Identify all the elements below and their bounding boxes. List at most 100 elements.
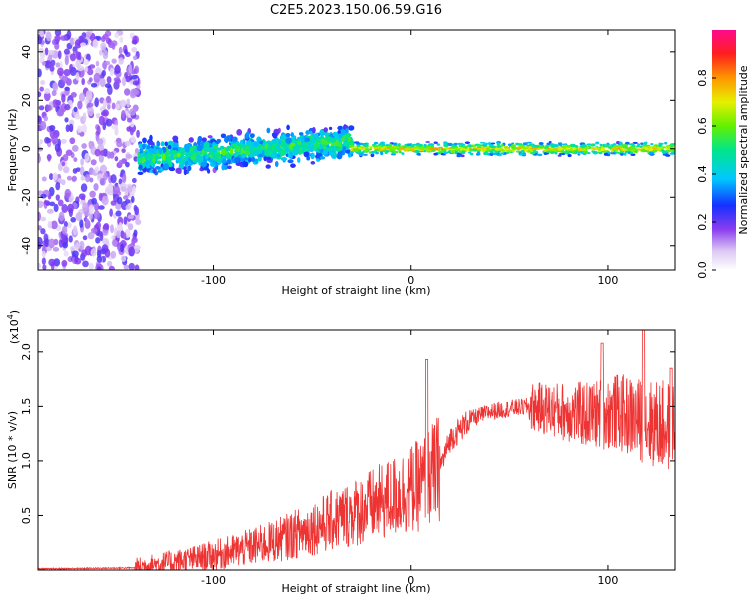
spectrogram-cell xyxy=(86,68,94,76)
spectrogram-cell xyxy=(426,147,430,151)
spectrogram-cell xyxy=(307,142,314,150)
spectrogram-cell xyxy=(425,141,431,143)
spectrogram-cell xyxy=(222,158,226,164)
spectrogram-cell xyxy=(406,143,411,147)
spectrogram-cell xyxy=(38,36,43,45)
spectrogram-cell xyxy=(582,148,587,152)
spectrogram-cell xyxy=(114,32,120,39)
y-tick-label: 0 xyxy=(20,145,33,152)
spectrogram-cell xyxy=(64,104,71,111)
spectrogram-cell xyxy=(105,95,112,104)
spectrogram-cell xyxy=(91,197,97,205)
snr-x-axis-label: Height of straight line (km) xyxy=(281,582,430,595)
spectrogram-cell xyxy=(276,153,281,158)
spectrogram-cell xyxy=(197,155,204,162)
spectrogram-cell xyxy=(543,149,547,152)
spectrogram-cell xyxy=(487,142,492,146)
spectrogram-cell xyxy=(44,47,49,56)
spectrogram-cell xyxy=(257,147,262,153)
spectrogram-cell xyxy=(438,146,443,149)
spectrogram-cell xyxy=(467,151,472,154)
spectrogram-cell xyxy=(184,160,188,168)
spectrogram-cell xyxy=(287,153,292,158)
spectrogram-cell xyxy=(137,171,144,175)
spectrogram-cell xyxy=(80,175,86,181)
spectrogram-cell xyxy=(93,210,101,220)
spectrogram-cell xyxy=(380,151,384,156)
colorbar: 0.0 0.2 0.4 0.6 0.8 Normalized spectral ampl… xyxy=(696,30,750,279)
spectrogram-cell xyxy=(416,152,421,156)
spectrogram-cell xyxy=(630,151,634,155)
spectrogram-cell xyxy=(641,149,646,153)
spectrogram-x-axis-label: Height of straight line (km) xyxy=(281,284,430,297)
spectrogram-cell xyxy=(577,153,581,156)
spectrogram-cell xyxy=(265,164,271,169)
spectrogram-cell xyxy=(138,143,143,149)
spectrogram-cell xyxy=(196,139,201,146)
spectrogram-cell xyxy=(428,143,433,146)
spectrogram-cell xyxy=(624,150,629,153)
spectrogram-cell xyxy=(498,147,502,151)
spectrogram-cell xyxy=(254,150,259,155)
spectrogram-cell xyxy=(72,225,78,236)
spectrogram-cell xyxy=(607,146,613,149)
spectrogram-cell xyxy=(320,130,325,135)
spectrogram-cell xyxy=(565,147,570,150)
spectrogram-cell xyxy=(558,147,564,151)
spectrogram-cell xyxy=(100,111,107,117)
spectrogram-cell xyxy=(476,151,481,155)
spectrogram-cell xyxy=(338,134,344,138)
spectrogram-cell xyxy=(93,183,99,191)
spectrogram-cell xyxy=(131,39,138,45)
spectrogram-cell xyxy=(90,227,98,234)
spectrogram-cell xyxy=(510,144,516,148)
spectrogram-cell xyxy=(337,130,341,134)
spectrogram-cell xyxy=(548,140,552,144)
spectrogram-cell xyxy=(561,152,566,156)
spectrogram-cell xyxy=(87,106,94,117)
spectrogram-cell xyxy=(612,146,617,151)
spectrogram-cell xyxy=(102,98,107,109)
spectrogram-cell xyxy=(613,144,619,148)
x-tick-label: 0 xyxy=(407,274,414,287)
spectrogram-cell xyxy=(73,157,78,162)
spectrogram-cell xyxy=(124,140,131,147)
spectrogram-cell xyxy=(75,51,80,60)
spectrogram-cell xyxy=(416,142,420,145)
spectrogram-cell xyxy=(120,255,127,262)
spectrogram-cell xyxy=(523,148,527,151)
spectrogram-cell xyxy=(250,148,254,155)
spectrogram-cell xyxy=(70,216,77,223)
spectrogram-cell xyxy=(489,153,494,157)
spectrogram-cell xyxy=(280,149,287,156)
spectrogram-cell xyxy=(123,195,129,200)
spectrogram-cell xyxy=(139,147,144,153)
spectrogram-cell xyxy=(71,175,77,182)
spectrogram-cell xyxy=(57,67,64,77)
spectrogram-cell xyxy=(337,125,344,131)
spectrogram-cell xyxy=(88,77,93,83)
spectrogram-cell xyxy=(89,177,94,183)
spectrogram-cell xyxy=(380,147,385,150)
spectrogram-cell xyxy=(125,154,133,159)
spectrogram-cell xyxy=(48,258,56,267)
spectrogram-cell xyxy=(156,140,160,147)
spectrogram-cell xyxy=(507,143,512,146)
spectrogram-cell xyxy=(480,147,485,150)
spectrogram-cell xyxy=(306,156,311,161)
spectrogram-cell xyxy=(490,148,495,152)
spectrogram-cell xyxy=(292,145,297,151)
spectrogram-cell xyxy=(106,76,112,84)
spectrogram-cell xyxy=(229,148,234,155)
spectrogram-cell xyxy=(290,163,296,168)
spectrogram-cell xyxy=(52,247,60,252)
spectrogram-cell xyxy=(79,240,85,251)
spectrogram-cell xyxy=(68,123,74,133)
spectrogram-cell xyxy=(303,151,310,158)
spectrogram-cell xyxy=(107,260,113,267)
spectrogram-cell xyxy=(518,145,525,148)
spectrogram-cell xyxy=(413,146,420,150)
spectrogram-cell xyxy=(57,199,64,207)
spectrogram-cell xyxy=(212,160,216,165)
spectrogram-cell xyxy=(331,137,337,142)
